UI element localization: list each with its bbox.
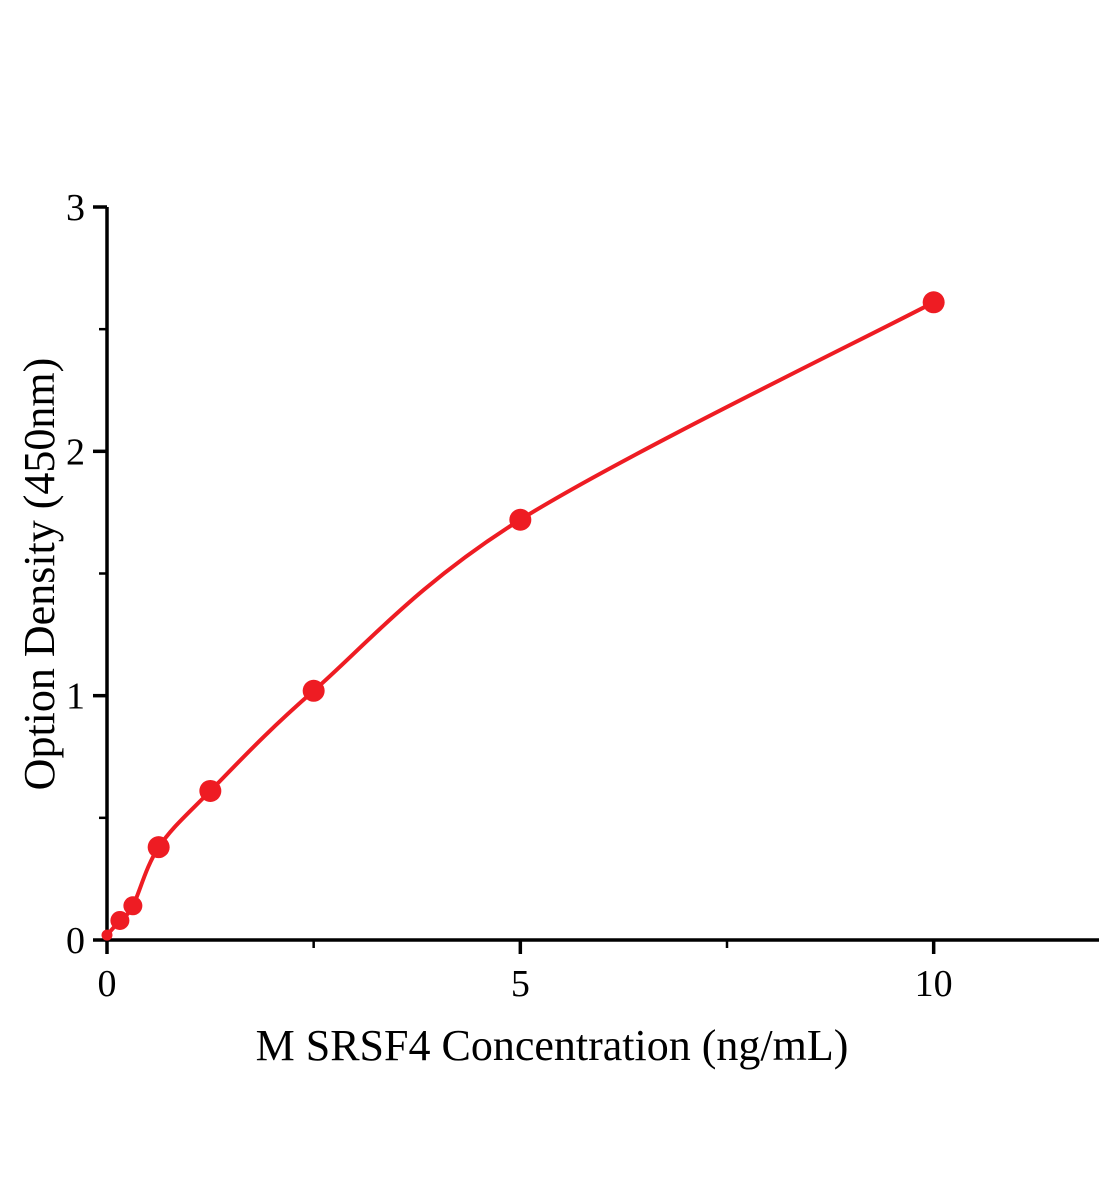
x-tick-label: 5 bbox=[511, 963, 530, 1005]
data-point bbox=[922, 291, 945, 314]
data-point bbox=[110, 910, 130, 930]
y-tick-label: 0 bbox=[66, 920, 85, 962]
data-point bbox=[123, 896, 143, 916]
y-tick-label: 2 bbox=[66, 431, 85, 473]
data-point bbox=[509, 508, 532, 531]
x-tick-label: 0 bbox=[98, 963, 117, 1005]
y-axis-title: Option Density (450nm) bbox=[15, 357, 64, 791]
y-tick-label: 3 bbox=[66, 187, 85, 229]
data-point bbox=[302, 679, 325, 702]
x-tick-label: 10 bbox=[915, 963, 953, 1005]
data-point bbox=[147, 836, 170, 859]
x-axis-title: M SRSF4 Concentration (ng/mL) bbox=[255, 1021, 849, 1070]
fit-curve bbox=[105, 300, 936, 938]
y-tick-label: 1 bbox=[66, 676, 85, 718]
data-point bbox=[199, 779, 222, 802]
data-point bbox=[101, 929, 113, 941]
